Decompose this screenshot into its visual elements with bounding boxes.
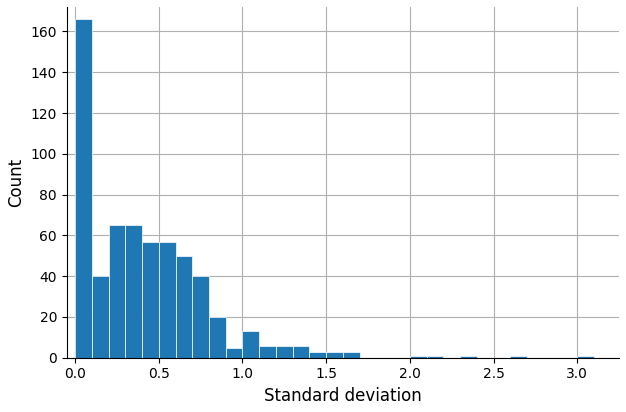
Bar (209, 317, 226, 358)
Bar (142, 241, 159, 358)
Bar (192, 276, 209, 358)
Bar (159, 241, 175, 358)
Bar (226, 348, 242, 358)
Bar (75, 19, 92, 358)
Bar (410, 356, 426, 358)
Bar (242, 331, 259, 358)
Bar (293, 346, 309, 358)
Bar (510, 356, 527, 358)
Bar (175, 256, 192, 358)
X-axis label: Standard deviation: Standard deviation (264, 387, 422, 405)
Bar (309, 352, 326, 358)
Bar (108, 225, 125, 358)
Bar (259, 346, 276, 358)
Bar (343, 352, 359, 358)
Bar (92, 276, 108, 358)
Y-axis label: Count: Count (7, 158, 25, 207)
Bar (460, 356, 477, 358)
Bar (577, 356, 594, 358)
Bar (276, 346, 293, 358)
Bar (326, 352, 343, 358)
Bar (426, 356, 443, 358)
Bar (125, 225, 142, 358)
